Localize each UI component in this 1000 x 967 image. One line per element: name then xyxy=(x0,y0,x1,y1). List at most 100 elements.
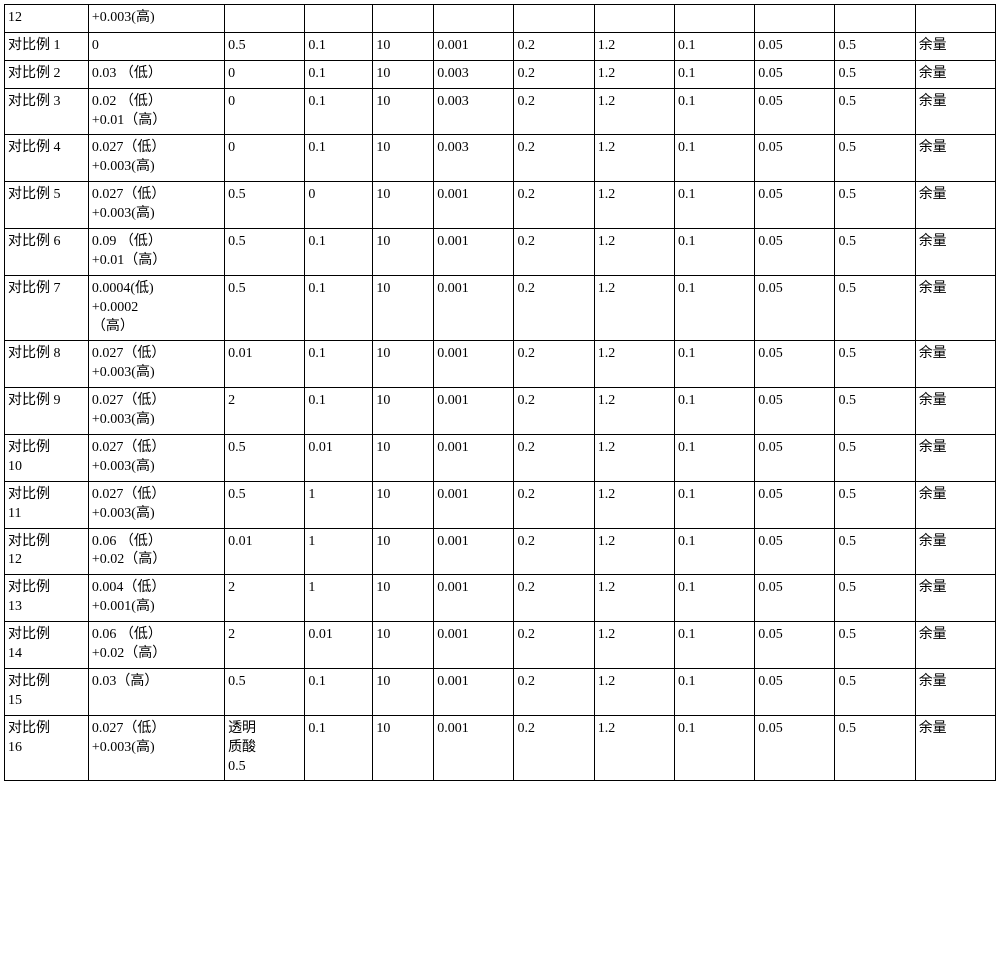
table-cell: 1.2 xyxy=(594,182,674,229)
table-cell: 0.05 xyxy=(755,388,835,435)
table-cell: 余量 xyxy=(915,135,995,182)
table-cell: 1.2 xyxy=(594,715,674,781)
table-row: 对比例 40.027（低）+0.003(高)00.1100.0030.21.20… xyxy=(5,135,996,182)
table-cell: 0.05 xyxy=(755,435,835,482)
table-cell: 1.2 xyxy=(594,528,674,575)
table-cell: 0.5 xyxy=(225,32,305,60)
table-cell: 0.001 xyxy=(434,668,514,715)
table-cell: 2 xyxy=(225,575,305,622)
table-row: 对比例 20.03 （低）00.1100.0030.21.20.10.050.5… xyxy=(5,60,996,88)
table-cell: 1.2 xyxy=(594,668,674,715)
table-cell: 1 xyxy=(305,528,373,575)
table-cell: 10 xyxy=(373,32,434,60)
table-cell: 0.03（高） xyxy=(88,668,224,715)
table-row: 对比例130.004（低）+0.001(高)21100.0010.21.20.1… xyxy=(5,575,996,622)
table-cell: 0.5 xyxy=(835,622,915,669)
table-cell: 0.1 xyxy=(305,668,373,715)
table-cell: 1.2 xyxy=(594,481,674,528)
table-cell: 0.1 xyxy=(674,481,754,528)
table-cell: 0.1 xyxy=(305,388,373,435)
table-cell: 余量 xyxy=(915,528,995,575)
table-cell: 0.1 xyxy=(674,715,754,781)
table-cell: 0.05 xyxy=(755,60,835,88)
table-cell: 0.1 xyxy=(674,182,754,229)
table-cell: 10 xyxy=(373,435,434,482)
table-cell: 1 xyxy=(305,575,373,622)
table-row: 12+0.003(高) xyxy=(5,5,996,33)
table-cell: 余量 xyxy=(915,32,995,60)
table-cell: 0.05 xyxy=(755,622,835,669)
table-row: 对比例160.027（低）+0.003(高)透明质酸0.50.1100.0010… xyxy=(5,715,996,781)
table-cell: 0.01 xyxy=(225,528,305,575)
table-cell: 0.05 xyxy=(755,135,835,182)
table-cell: 0.2 xyxy=(514,575,594,622)
table-cell: 0 xyxy=(305,182,373,229)
table-row: 对比例 90.027（低）+0.003(高)20.1100.0010.21.20… xyxy=(5,388,996,435)
table-cell: 0.03 （低） xyxy=(88,60,224,88)
table-cell: 0.05 xyxy=(755,229,835,276)
table-cell xyxy=(674,5,754,33)
table-cell: +0.003(高) xyxy=(88,5,224,33)
table-cell: 10 xyxy=(373,341,434,388)
table-row: 对比例150.03（高）0.50.1100.0010.21.20.10.050.… xyxy=(5,668,996,715)
table-cell: 1.2 xyxy=(594,275,674,341)
table-cell: 10 xyxy=(373,229,434,276)
table-cell: 0.5 xyxy=(835,60,915,88)
table-cell: 透明质酸0.5 xyxy=(225,715,305,781)
table-cell: 对比例14 xyxy=(5,622,89,669)
table-cell: 0.1 xyxy=(674,575,754,622)
table-row: 对比例 100.50.1100.0010.21.20.10.050.5余量 xyxy=(5,32,996,60)
table-cell: 0.2 xyxy=(514,528,594,575)
table-cell: 0.003 xyxy=(434,60,514,88)
data-table: 12+0.003(高)对比例 100.50.1100.0010.21.20.10… xyxy=(4,4,996,781)
table-cell: 10 xyxy=(373,135,434,182)
table-cell: 10 xyxy=(373,668,434,715)
table-cell: 0.2 xyxy=(514,341,594,388)
table-cell: 对比例12 xyxy=(5,528,89,575)
table-cell: 余量 xyxy=(915,88,995,135)
table-cell: 0.1 xyxy=(674,32,754,60)
table-cell: 0.1 xyxy=(674,341,754,388)
table-cell: 对比例 9 xyxy=(5,388,89,435)
table-cell: 0.2 xyxy=(514,388,594,435)
table-cell: 0.5 xyxy=(835,341,915,388)
table-cell: 0.1 xyxy=(305,60,373,88)
table-cell: 0.001 xyxy=(434,715,514,781)
table-cell: 0.001 xyxy=(434,32,514,60)
table-cell: 0.09 （低）+0.01（高） xyxy=(88,229,224,276)
table-cell: 0 xyxy=(225,60,305,88)
table-cell: 0.02 （低）+0.01（高） xyxy=(88,88,224,135)
table-cell: 余量 xyxy=(915,388,995,435)
table-cell: 0.5 xyxy=(225,481,305,528)
table-cell: 0.05 xyxy=(755,668,835,715)
table-cell: 0.5 xyxy=(835,575,915,622)
table-cell: 0.5 xyxy=(835,388,915,435)
table-cell: 2 xyxy=(225,622,305,669)
table-cell: 对比例 8 xyxy=(5,341,89,388)
table-cell: 0.5 xyxy=(835,182,915,229)
table-row: 对比例140.06 （低）+0.02（高）20.01100.0010.21.20… xyxy=(5,622,996,669)
table-cell: 10 xyxy=(373,575,434,622)
table-cell: 0.1 xyxy=(674,275,754,341)
table-cell: 0.05 xyxy=(755,88,835,135)
table-row: 对比例 60.09 （低）+0.01（高）0.50.1100.0010.21.2… xyxy=(5,229,996,276)
table-cell: 0.001 xyxy=(434,575,514,622)
table-cell: 余量 xyxy=(915,182,995,229)
table-cell: 0.01 xyxy=(225,341,305,388)
table-cell: 余量 xyxy=(915,622,995,669)
table-cell: 10 xyxy=(373,622,434,669)
table-cell: 余量 xyxy=(915,481,995,528)
table-cell: 对比例 6 xyxy=(5,229,89,276)
table-cell: 0.001 xyxy=(434,622,514,669)
table-cell: 0.5 xyxy=(225,275,305,341)
table-cell: 1.2 xyxy=(594,32,674,60)
table-cell: 1.2 xyxy=(594,341,674,388)
table-cell: 对比例11 xyxy=(5,481,89,528)
table-cell: 对比例13 xyxy=(5,575,89,622)
table-cell: 1.2 xyxy=(594,622,674,669)
table-cell: 对比例 7 xyxy=(5,275,89,341)
table-row: 对比例 50.027（低）+0.003(高)0.50100.0010.21.20… xyxy=(5,182,996,229)
table-cell: 0.2 xyxy=(514,668,594,715)
table-cell: 0.5 xyxy=(835,481,915,528)
table-cell: 0.2 xyxy=(514,435,594,482)
